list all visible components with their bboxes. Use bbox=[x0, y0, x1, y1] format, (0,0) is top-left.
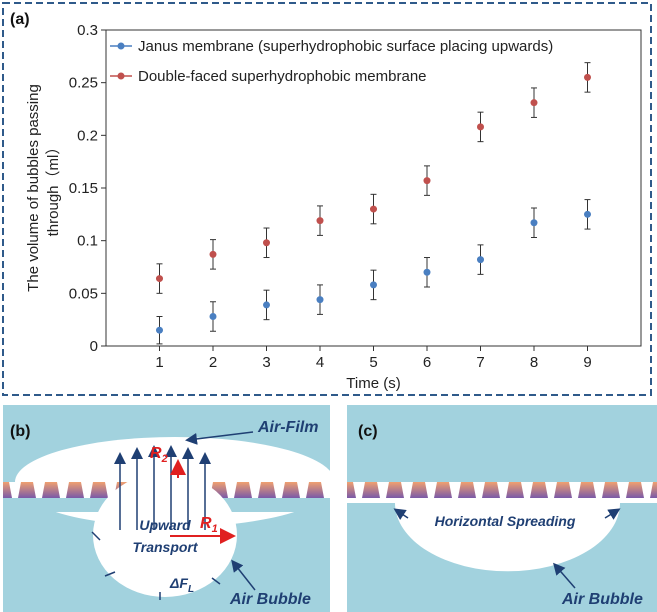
y-tick-label: 0.25 bbox=[69, 75, 98, 92]
point bbox=[530, 219, 538, 227]
point bbox=[584, 210, 591, 218]
point bbox=[263, 301, 270, 309]
point bbox=[156, 275, 163, 283]
r2-label: R2 bbox=[150, 445, 168, 465]
y-axis-label: The volume of bubbles passing bbox=[25, 84, 42, 292]
x-tick-label: 4 bbox=[316, 354, 324, 371]
point bbox=[477, 256, 484, 264]
x-tick-label: 9 bbox=[583, 354, 591, 371]
x-tick-label: 6 bbox=[423, 354, 431, 371]
point bbox=[263, 239, 270, 247]
point bbox=[209, 250, 217, 258]
panel-b: (b) Air-Film R2 R1 Upward Transport ΔFL … bbox=[3, 405, 330, 612]
legend-label: Double-faced superhydrophobic membrane bbox=[138, 68, 427, 85]
point bbox=[209, 313, 217, 321]
point bbox=[423, 177, 431, 185]
x-tick-label: 2 bbox=[209, 354, 217, 371]
point bbox=[423, 268, 431, 276]
r1-label: R1 bbox=[200, 515, 218, 535]
panel-label: (b) bbox=[10, 423, 30, 440]
y-tick-label: 0.3 bbox=[77, 22, 98, 39]
upward-label: Upward bbox=[139, 517, 191, 533]
panel-label: (c) bbox=[358, 423, 378, 440]
y-tick-label: 0.15 bbox=[69, 180, 98, 197]
subscript: 1 bbox=[212, 523, 218, 535]
symbol: R bbox=[200, 515, 212, 532]
air-bubble-label: Air Bubble bbox=[561, 591, 643, 608]
x-tick-label: 8 bbox=[530, 354, 538, 371]
x-axis-label: Time (s) bbox=[346, 375, 400, 392]
x-tick-label: 3 bbox=[262, 354, 270, 371]
plot: 0 0.05 0.1 0.15 0.2 0.25 0.3 1 2 3 4 5 6 7 8 9 Time (s) T… bbox=[25, 22, 642, 392]
subscript: 2 bbox=[161, 453, 168, 465]
x-tick-label: 7 bbox=[476, 354, 484, 371]
x-tick-label: 5 bbox=[369, 354, 377, 371]
spreading-label: Horizontal Spreading bbox=[435, 513, 576, 529]
point bbox=[370, 205, 377, 213]
point bbox=[530, 99, 538, 107]
y-tick-label: 0.05 bbox=[69, 285, 98, 302]
point bbox=[477, 123, 484, 131]
subscript: L bbox=[188, 584, 194, 595]
x-tick-label: 1 bbox=[155, 354, 163, 371]
legend-label: Janus membrane (superhydrophobic surface… bbox=[138, 38, 553, 55]
y-tick-label: 0 bbox=[90, 338, 98, 355]
symbol: R bbox=[150, 445, 162, 462]
legend-marker bbox=[117, 42, 125, 50]
force-label: ΔFL bbox=[169, 575, 194, 595]
transport-label: Transport bbox=[132, 539, 198, 555]
y-tick-label: 0.2 bbox=[77, 127, 98, 144]
air-film-label: Air-Film bbox=[257, 419, 318, 436]
air-bubble-label: Air Bubble bbox=[229, 591, 311, 608]
point bbox=[584, 73, 591, 81]
legend-marker bbox=[117, 72, 125, 80]
symbol: ΔF bbox=[169, 575, 188, 591]
point bbox=[370, 281, 377, 289]
point bbox=[156, 326, 163, 334]
point bbox=[316, 217, 324, 225]
panel-border bbox=[2, 2, 652, 396]
point bbox=[316, 296, 324, 304]
panel-c: (c) Horizontal Spreading Air Bubble bbox=[347, 405, 657, 612]
panel-label: (a) bbox=[10, 11, 30, 28]
y-tick-label: 0.1 bbox=[77, 233, 98, 250]
y-axis-label: through（ml） bbox=[45, 140, 62, 237]
